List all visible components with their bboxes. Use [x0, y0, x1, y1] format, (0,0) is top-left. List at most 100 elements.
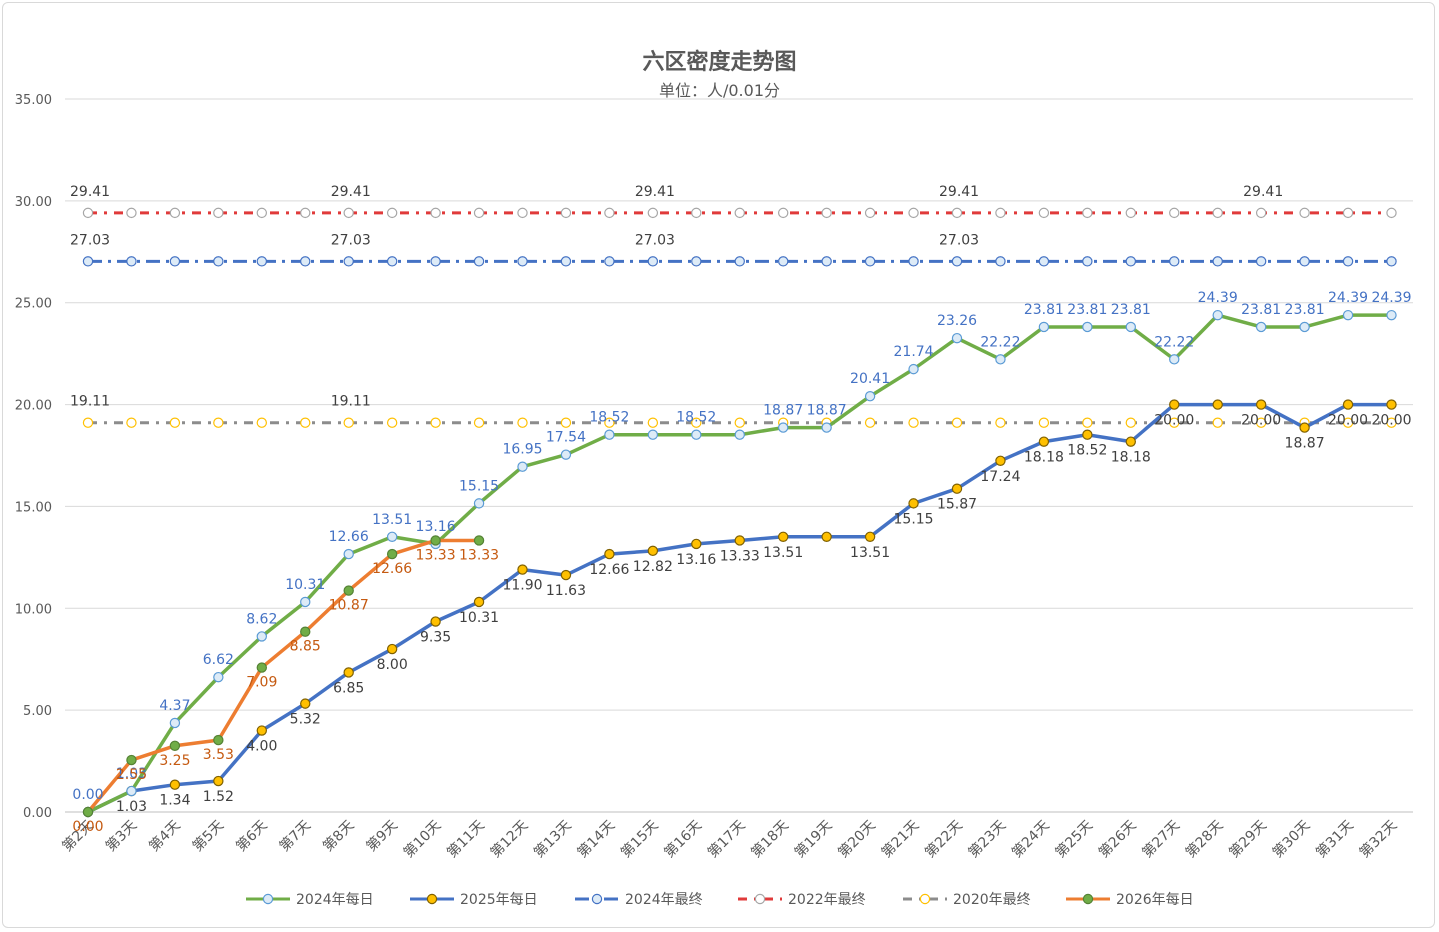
x-tick-label: 第9天 [363, 817, 401, 855]
x-tick-label: 第31天 [1312, 817, 1356, 861]
series-2020年最终-data-label: 19.11 [70, 394, 110, 410]
series-2024年每日-point [1038, 321, 1050, 333]
series-2024年每日-data-label: 1.03 [116, 766, 147, 782]
series-2024年每日-point [126, 785, 137, 797]
x-tick-label: 第3天 [102, 817, 140, 855]
x-tick-label: 第6天 [232, 817, 270, 855]
x-tick-label: 第25天 [1052, 817, 1096, 861]
series-2025年每日-data-label: 6.85 [333, 680, 364, 696]
chart-subtitle: 单位：人/0.01分 [658, 81, 781, 100]
series-2022年最终-data-label: 29.41 [939, 184, 979, 200]
series-2024年每日-point [778, 422, 789, 433]
series-2022年最终-point [430, 207, 441, 219]
x-tick-label: 第14天 [574, 817, 618, 861]
series-2020年最终-point [1386, 417, 1397, 428]
series-2024年每日-point [1299, 321, 1310, 333]
series-2024年每日-point [908, 363, 919, 375]
legend-2020年最终-swatch-marker [919, 893, 931, 905]
series-2024年每日-point [560, 449, 572, 460]
series-2020年最终-point [473, 417, 485, 428]
series-2025年每日-data-label: 8.00 [377, 657, 408, 673]
series-2026年每日-point [430, 535, 441, 546]
series-2022年最终-data-label: 29.41 [70, 184, 110, 200]
series-2020年最终-data-label: 19.11 [331, 394, 371, 410]
series-2024年每日-point [821, 422, 832, 433]
series-2024年每日-data-label: 23.81 [1067, 302, 1107, 318]
legend-2024年每日-label: 2024年每日 [296, 892, 374, 908]
series-2026年每日-point [82, 806, 94, 818]
series-2024年最终-point [908, 256, 919, 267]
series-2024年最终-point [1082, 256, 1093, 267]
series-2024年最终-point [821, 256, 832, 267]
series-2025年每日-point [1212, 399, 1223, 410]
series-2020年最终-point [126, 417, 137, 428]
series-2025年每日-point [647, 545, 659, 557]
series-2025年每日-data-label: 13.16 [676, 552, 716, 568]
series-2022年最终-point [1342, 207, 1354, 219]
series-2024年最终-point [778, 256, 789, 267]
series-2024年每日-data-label: 22.22 [1154, 334, 1194, 350]
series-2026年每日-data-label: 13.33 [459, 547, 499, 563]
series-2024年最终-point [517, 256, 528, 267]
x-tick-label: 第13天 [530, 817, 574, 861]
series-2024年每日-point [604, 429, 615, 440]
series-2020年最终-point [560, 417, 572, 428]
series-2026年每日-data-label: 12.66 [372, 561, 412, 577]
series-2022年最终-point [647, 207, 659, 219]
series-2022年最终-point [1169, 207, 1180, 219]
series-2024年每日-data-label: 20.41 [850, 371, 890, 387]
series-2025年每日-data-label: 1.34 [159, 793, 190, 809]
series-2025年每日-point [951, 483, 963, 494]
series-2025年每日-point [1082, 429, 1093, 440]
series-2025年每日-data-label: 13.51 [763, 545, 803, 561]
series-2026年每日-point [256, 662, 267, 673]
x-tick-label: 第10天 [400, 817, 444, 861]
y-tick-label: 25.00 [15, 297, 52, 312]
legend-2024年最终-swatch-marker [591, 893, 603, 905]
series-2024年每日-data-label: 24.39 [1198, 290, 1238, 306]
series-2022年最终-point [778, 207, 789, 219]
x-tick-label: 第21天 [878, 817, 922, 861]
series-2024年每日-point [1169, 354, 1180, 365]
x-tick-label: 第29天 [1226, 817, 1270, 861]
series-2020年最终-point [1342, 417, 1354, 428]
y-tick-label: 20.00 [15, 399, 52, 414]
series-2024年每日-point [951, 332, 963, 344]
x-tick-label: 第4天 [146, 817, 184, 855]
series-2024年最终-point [1212, 256, 1223, 267]
legend-2025年每日-label: 2025年每日 [460, 892, 538, 908]
series-2020年最终-point [908, 417, 919, 428]
series-2024年每日-data-label: 18.87 [763, 403, 803, 419]
series-2020年最终-point [82, 417, 94, 428]
series-2024年最终-point [647, 256, 659, 267]
series-2024年最终-point [1038, 256, 1050, 267]
x-tick-label: 第17天 [704, 817, 748, 861]
series-2025年每日-point [1299, 422, 1310, 433]
x-tick-label: 第12天 [487, 817, 531, 861]
series-2024年每日-point [1082, 321, 1093, 333]
series-2025年每日-data-label: 17.24 [980, 469, 1020, 485]
x-tick-label: 第11天 [443, 817, 487, 861]
series-2024年每日-data-label: 23.26 [937, 313, 977, 329]
x-tick-label: 第23天 [965, 817, 1009, 861]
series-2026年每日-data-label: 3.25 [159, 753, 190, 769]
series-2026年每日-point [386, 548, 398, 560]
series-2025年每日-data-label: 15.87 [937, 497, 977, 513]
series-2025年每日-data-label: 20.00 [1328, 413, 1368, 429]
series-2024年每日-data-label: 23.81 [1111, 302, 1151, 318]
series-2020年最终-point [213, 417, 224, 428]
series-2024年最终-point [560, 256, 572, 267]
series-2025年每日-data-label: 10.31 [459, 610, 499, 626]
series-2024年每日-data-label: 6.62 [203, 652, 234, 668]
series-2025年每日-point [778, 531, 789, 542]
series-2022年最终-point [300, 207, 311, 219]
series-2024年每日-point [1212, 309, 1223, 321]
series-2025年每日-point [256, 725, 267, 736]
series-2024年每日-point [864, 391, 876, 402]
series-2025年每日-point [343, 667, 354, 678]
series-2024年最终-point [213, 256, 224, 267]
series-2024年最终-point [604, 256, 615, 267]
series-2026年每日-point [169, 740, 181, 751]
series-2025年每日-data-label: 5.32 [290, 712, 321, 728]
series-2026年每日-point [213, 734, 224, 746]
